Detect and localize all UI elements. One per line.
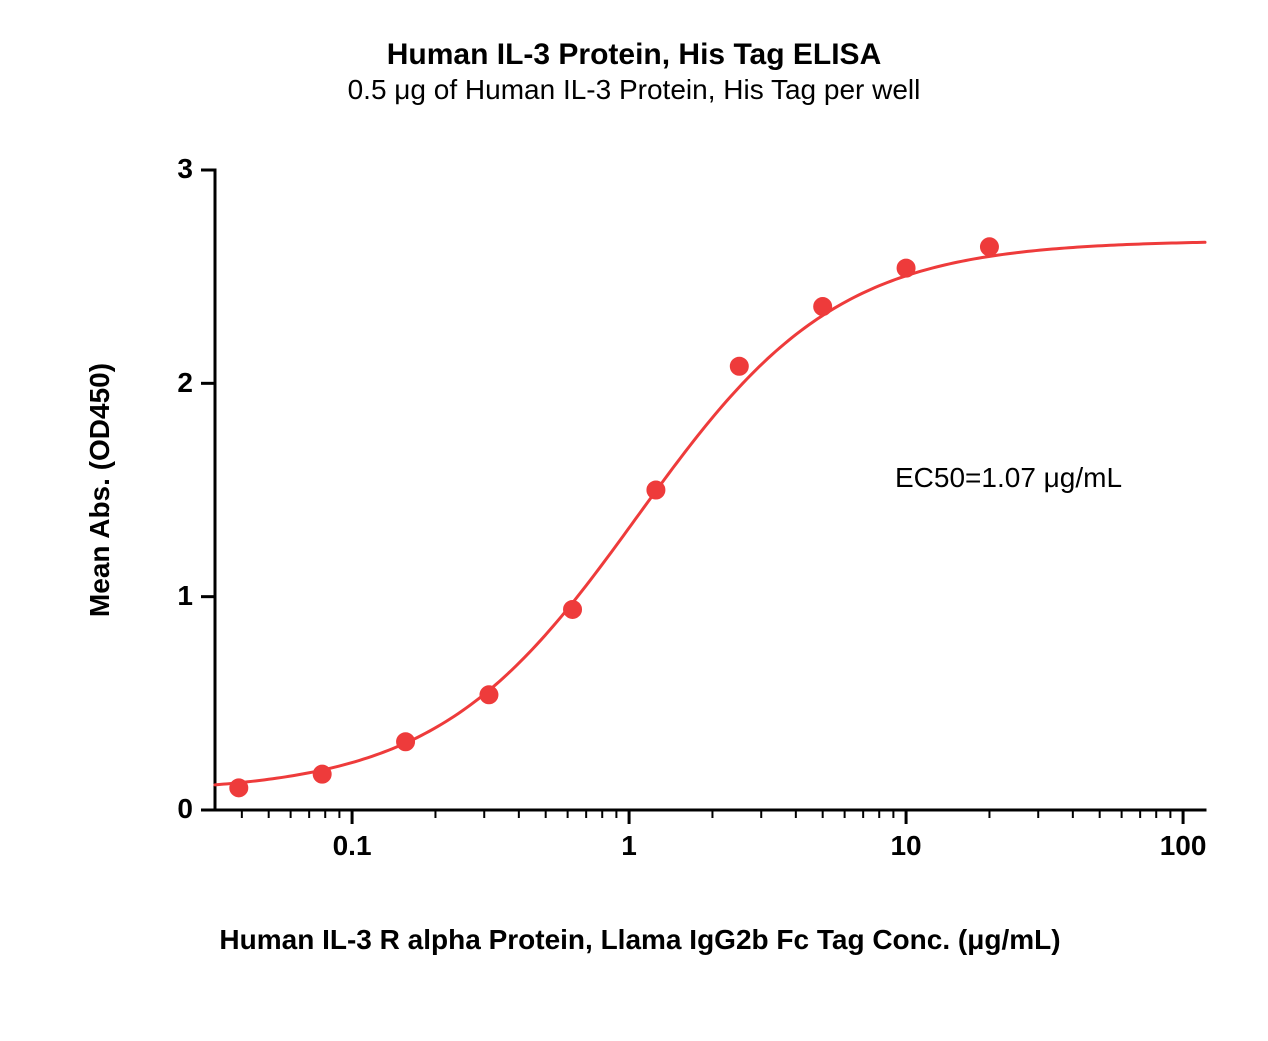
y-tick-label: 3 — [177, 153, 193, 185]
y-tick-label: 2 — [177, 367, 193, 399]
y-tick-label: 1 — [177, 580, 193, 612]
x-tick-label: 0.1 — [312, 830, 392, 862]
x-axis-label: Human IL-3 R alpha Protein, Llama IgG2b … — [90, 924, 1190, 956]
y-axis-label: Mean Abs. (OD450) — [84, 340, 116, 640]
page: Human IL-3 Protein, His Tag ELISA 0.5 μg… — [0, 0, 1268, 1041]
chart-title: Human IL-3 Protein, His Tag ELISA — [0, 38, 1268, 72]
x-tick-label: 100 — [1143, 830, 1223, 862]
x-tick-label: 10 — [866, 830, 946, 862]
y-tick-label: 0 — [177, 793, 193, 825]
plot-svg — [215, 170, 1205, 810]
x-tick-label: 1 — [589, 830, 669, 862]
titles-block: Human IL-3 Protein, His Tag ELISA 0.5 μg… — [0, 38, 1268, 106]
chart-subtitle: 0.5 μg of Human IL-3 Protein, His Tag pe… — [0, 74, 1268, 106]
plot-area — [215, 170, 1205, 810]
